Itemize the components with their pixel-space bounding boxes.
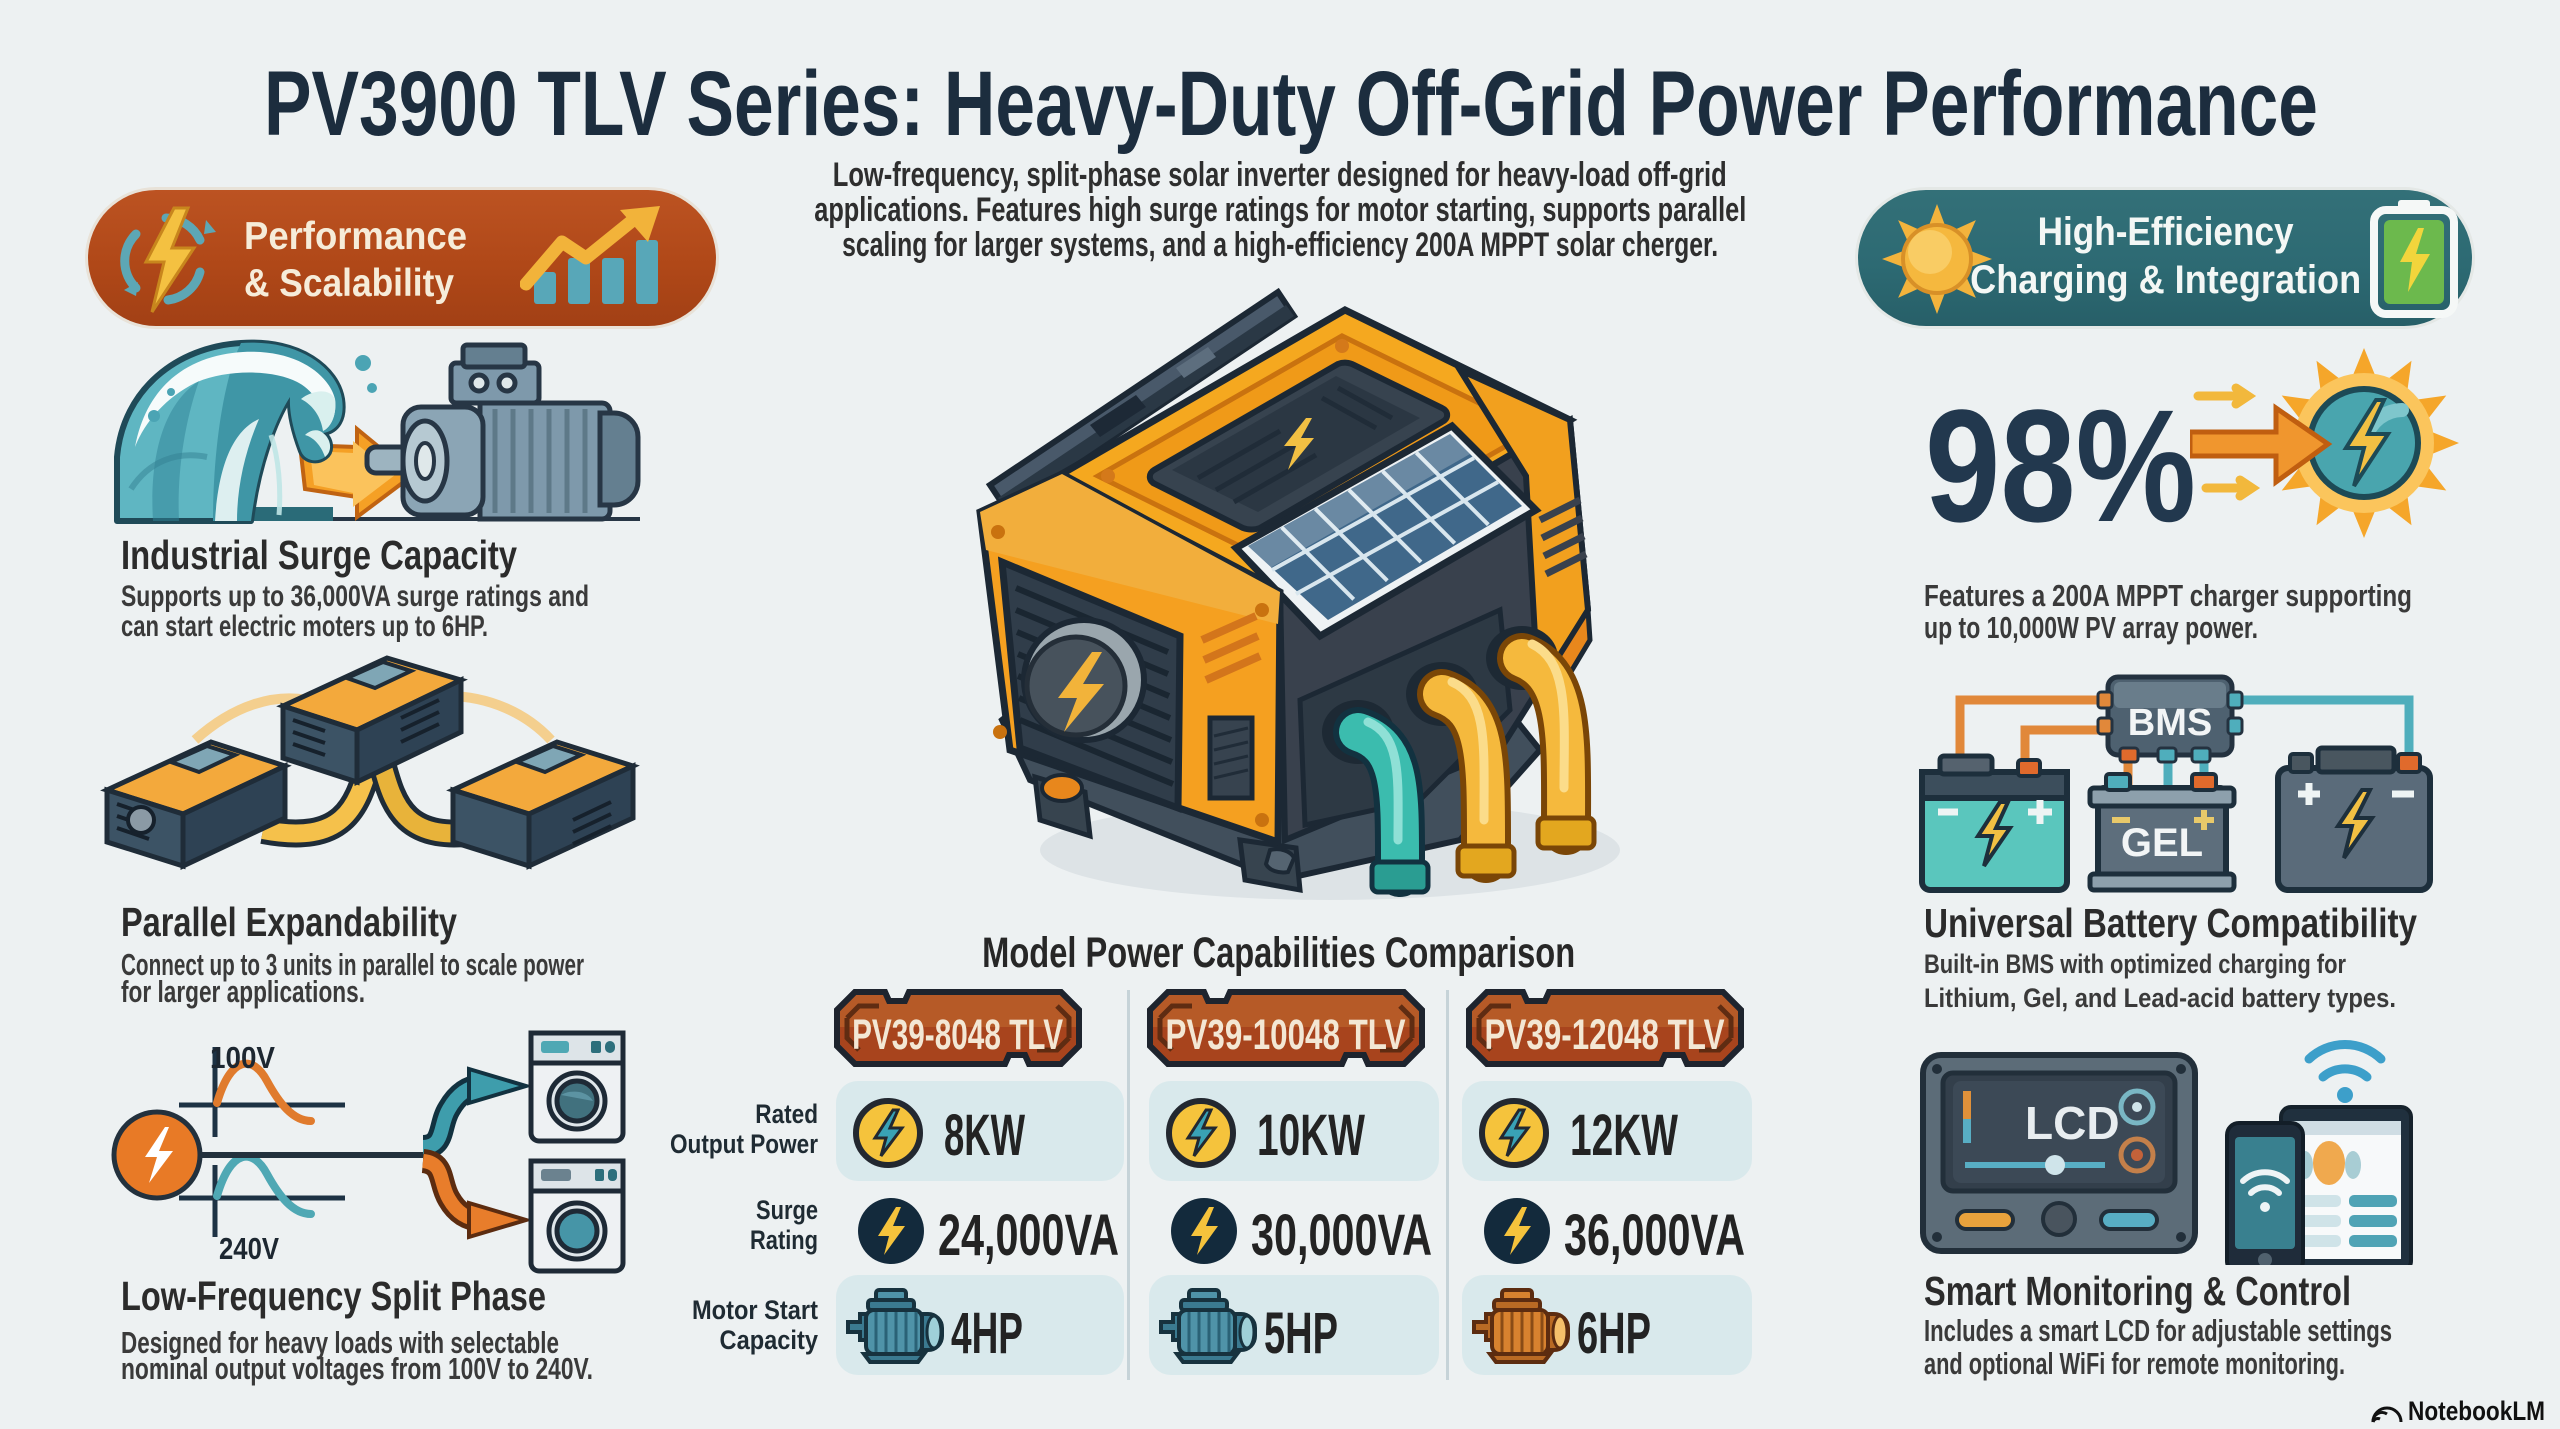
svg-text:GEL: GEL	[2121, 821, 2203, 865]
svg-text:BMS: BMS	[2128, 702, 2212, 744]
svg-text:LCD: LCD	[2025, 1097, 2120, 1149]
